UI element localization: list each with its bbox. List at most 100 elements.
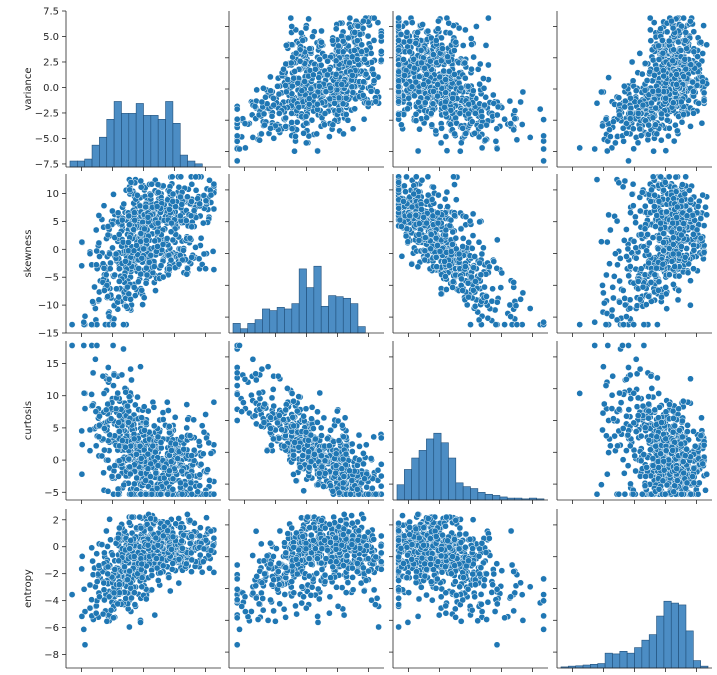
scatter-point	[690, 48, 698, 56]
scatter-point	[649, 114, 657, 122]
scatter-point	[351, 47, 358, 54]
scatter-point	[484, 314, 492, 322]
scatter-point	[452, 38, 460, 46]
scatter-point	[298, 87, 306, 95]
hist-bar	[77, 160, 85, 168]
hist-bar	[313, 265, 322, 334]
scatter-point	[167, 228, 175, 236]
scatter-point	[157, 444, 165, 452]
scatter-point	[477, 123, 485, 130]
scatter-point	[461, 59, 469, 67]
scatter-point	[459, 42, 467, 49]
scatter-point	[681, 253, 689, 261]
scatter-point	[498, 269, 506, 277]
scatter-point	[493, 125, 501, 133]
scatter-point	[405, 94, 413, 102]
scatter-point	[603, 271, 610, 279]
scatter-point	[540, 132, 547, 140]
scatter-point	[673, 81, 681, 88]
scatter-point	[101, 287, 108, 294]
scatter-point	[481, 101, 488, 109]
scatter-point	[506, 97, 514, 105]
scatter-point	[377, 48, 385, 55]
scatter-point	[395, 98, 402, 105]
hist-bar	[194, 163, 203, 168]
scatter-point	[623, 253, 630, 260]
scatter-point	[291, 147, 298, 155]
y-axis-label-skewness: skewness	[23, 230, 34, 278]
scatter-point	[636, 50, 644, 57]
scatter-point	[483, 121, 490, 129]
scatter-point	[485, 263, 493, 271]
scatter-point	[210, 398, 218, 406]
scatter-point	[459, 243, 467, 250]
scatter-point	[353, 37, 361, 45]
scatter-point	[660, 247, 667, 255]
scatter-point	[412, 39, 420, 47]
scatter-point	[115, 293, 123, 301]
scatter-point	[88, 391, 95, 398]
scatter-point	[309, 33, 316, 40]
scatter-point	[274, 82, 281, 90]
y-tick-label: 5	[53, 217, 59, 228]
scatter-point	[120, 345, 127, 353]
scatter-point	[326, 133, 333, 140]
scatter-point	[456, 147, 464, 155]
scatter-point	[433, 263, 441, 271]
scatter-point	[326, 95, 334, 103]
scatter-point	[506, 301, 514, 309]
scatter-point	[424, 191, 432, 199]
scatter-point	[339, 37, 347, 45]
scatter-point	[195, 255, 203, 263]
scatter-point	[159, 416, 167, 423]
scatter-point	[423, 71, 430, 78]
scatter-point	[669, 57, 677, 65]
scatter-point	[647, 37, 655, 45]
scatter-point	[461, 74, 469, 82]
scatter-point	[275, 90, 283, 98]
scatter-point	[403, 173, 410, 181]
scatter-point	[131, 209, 138, 217]
scatter-point	[615, 94, 623, 102]
scatter-point	[607, 226, 614, 234]
scatter-point	[690, 265, 697, 273]
scatter-point	[420, 213, 427, 221]
scatter-point	[687, 277, 694, 285]
scatter-point	[643, 77, 651, 84]
scatter-point	[665, 271, 673, 279]
scatter-point	[649, 87, 657, 95]
scatter-point	[416, 125, 423, 133]
scatter-point	[415, 98, 422, 106]
scatter-point	[441, 103, 448, 111]
scatter-point	[441, 195, 449, 203]
scatter-point	[412, 211, 420, 219]
scatter-point	[681, 55, 689, 63]
scatter-point	[86, 426, 94, 434]
scatter-point	[111, 271, 119, 279]
scatter-point	[288, 125, 296, 133]
scatter-point	[124, 283, 131, 291]
scatter-point	[149, 442, 157, 450]
scatter-point	[645, 121, 653, 129]
scatter-point	[464, 279, 472, 287]
hist-bar	[91, 144, 100, 168]
scatter-point	[282, 42, 290, 49]
scatter-point	[662, 147, 670, 155]
scatter-point	[645, 239, 653, 247]
scatter-point	[415, 220, 423, 227]
scatter-point	[690, 246, 698, 254]
scatter-point	[80, 342, 88, 349]
scatter-point	[282, 114, 289, 122]
scatter-point	[292, 49, 300, 57]
scatter-point	[118, 216, 126, 224]
scatter-point	[182, 217, 190, 225]
scatter-point	[149, 269, 157, 277]
scatter-point	[418, 59, 425, 67]
scatter-point	[268, 112, 276, 120]
scatter-point	[145, 259, 153, 266]
scatter-point	[418, 176, 426, 184]
scatter-point	[110, 382, 117, 389]
scatter-point	[660, 186, 667, 194]
y-tick-label: −2.5	[35, 108, 59, 119]
scatter-point	[295, 103, 303, 111]
